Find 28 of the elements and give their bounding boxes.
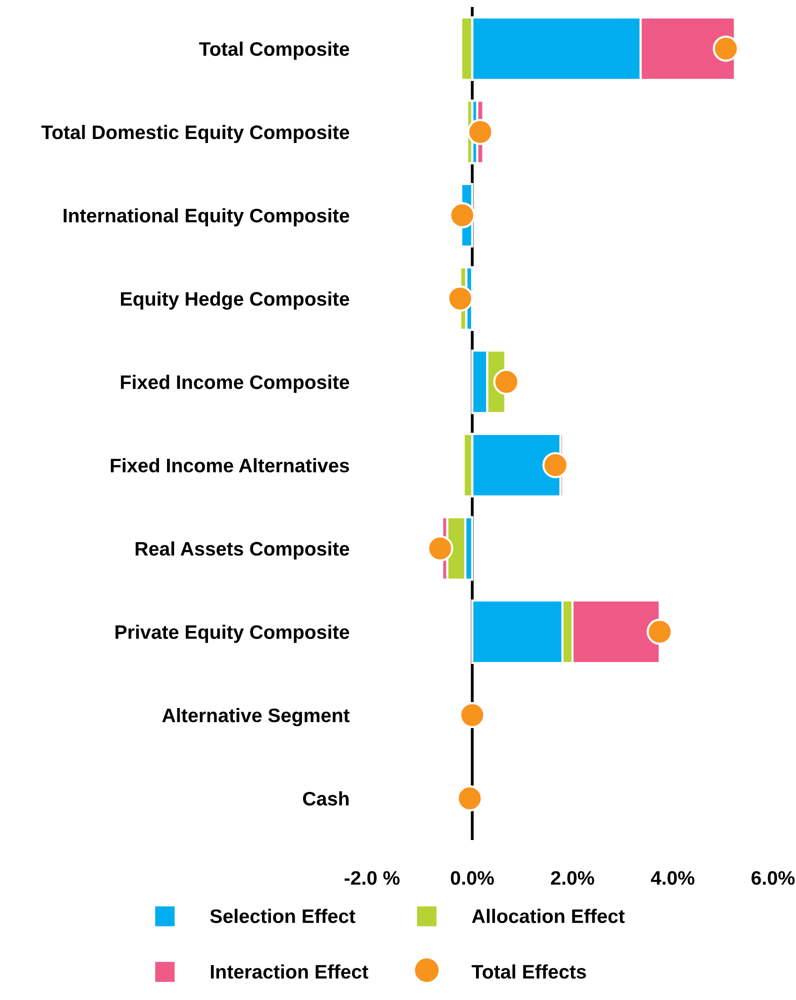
point <box>456 785 483 812</box>
y-tick-label: Fixed Income Alternatives <box>110 458 349 472</box>
y-tick-label: Cash <box>303 791 349 806</box>
y-tick-label: International Equity Composite <box>64 208 350 226</box>
y-tick-label: Total Domestic Equity Composite <box>41 124 350 144</box>
y-tick-label: Fixed Income Composite <box>120 374 350 393</box>
y-tick-label: Private Equity Composite <box>116 624 350 643</box>
point <box>447 285 474 312</box>
y-tick-label: Equity Hedge Composite <box>120 292 350 310</box>
point <box>493 368 520 395</box>
legend-label: Selection Effect <box>210 908 356 924</box>
legend-label: Allocation Effect <box>472 908 625 924</box>
x-tick-label: -2.0 % <box>344 871 400 885</box>
y-tick-label: Alternative Segment <box>162 708 350 726</box>
point <box>646 618 673 645</box>
point <box>459 702 486 728</box>
point <box>712 36 739 62</box>
x-tick-label: 2.0% <box>551 871 594 885</box>
point <box>427 535 454 562</box>
point <box>449 202 476 228</box>
x-tick-label: 6.0% <box>752 871 795 885</box>
x-tick-label: 4.0% <box>650 871 694 885</box>
x-tick-label: 0.0% <box>450 871 494 885</box>
legend-label: Total Effects <box>472 964 586 979</box>
y-tick-label: Total Composite <box>199 42 350 60</box>
legend-label: Interaction Effect <box>210 964 368 979</box>
point <box>467 118 494 146</box>
y-tick-label: Real Assets Composite <box>136 541 350 560</box>
